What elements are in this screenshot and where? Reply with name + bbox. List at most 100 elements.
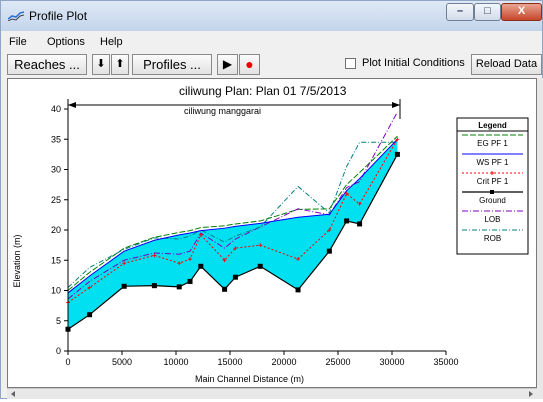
series-line-ws-pf-1 — [67, 138, 398, 294]
maximize-button[interactable]: □ — [474, 3, 501, 21]
scroll-right-icon[interactable] — [529, 391, 533, 397]
ground-marker-1 — [87, 312, 93, 318]
x-axis-label: Main Channel Distance (m) — [195, 374, 304, 384]
y-tick-label-10: 10 — [51, 286, 61, 296]
series-line-eg-pf-1 — [67, 135, 398, 291]
minimize-icon: – — [456, 5, 464, 17]
crit-marker-7 — [222, 258, 227, 263]
up-arrow-button[interactable]: ⬆ — [111, 54, 129, 75]
ground-marker-11 — [326, 248, 332, 254]
crit-marker-3 — [152, 253, 157, 258]
title-bar[interactable]: Profile Plot – □ X — [1, 1, 542, 31]
vertical-scrollbar[interactable] — [537, 78, 543, 399]
crit-marker-5 — [188, 257, 193, 262]
menu-bar: File Options Help — [1, 35, 542, 51]
x-tick-label-25000: 25000 — [325, 357, 350, 367]
crit-marker-9 — [258, 243, 263, 248]
legend-label-eg-pf-1: EG PF 1 — [477, 139, 508, 148]
legend-box — [456, 117, 529, 255]
scroll-arrows — [11, 391, 533, 397]
legend-title: Legend — [478, 121, 507, 130]
legend-label-ws-pf-1: WS PF 1 — [476, 158, 509, 167]
plot-layer — [65, 111, 400, 332]
reaches-button[interactable]: Reaches ... — [7, 54, 87, 75]
profiles-button[interactable]: Profiles ... — [132, 54, 212, 75]
y-tick-label-25: 25 — [51, 195, 61, 205]
horizontal-scrollbar[interactable] — [7, 388, 537, 399]
series-line-lob — [67, 111, 398, 300]
y-axis-label: Elevation (m) — [12, 234, 22, 287]
x-tick-label-20000: 20000 — [271, 357, 296, 367]
series-line-rob — [67, 141, 398, 288]
x-tick-label-0: 0 — [65, 357, 70, 367]
reach-arrow-left-icon — [68, 102, 76, 108]
crit-marker-6 — [198, 232, 203, 237]
plot-initial-conditions-checkbox[interactable] — [345, 58, 356, 69]
ground-marker-3 — [151, 283, 157, 289]
reach-arrow-right-icon — [392, 102, 400, 108]
menu-options[interactable]: Options — [47, 36, 85, 48]
minimize-button[interactable]: – — [446, 3, 474, 21]
y-tick-label-20: 20 — [51, 225, 61, 235]
ground-marker-7 — [222, 286, 228, 292]
profile-chart: ciliwung Plan: Plan 01 7/5/2013 ciliwung… — [12, 84, 529, 384]
down-arrow-button[interactable]: ⬇ — [92, 54, 110, 75]
legend: Legend EG PF 1 WS PF 1 Crit PF 1 Ground LOB R… — [456, 117, 529, 255]
plot-area: ciliwung Plan: Plan 01 7/5/2013 ciliwung… — [7, 78, 537, 388]
legend-marker-ground — [490, 190, 494, 194]
crit-marker-4 — [177, 261, 182, 266]
legend-label-lob: LOB — [484, 215, 500, 224]
crit-marker-11 — [327, 228, 332, 232]
ground-marker-13 — [357, 221, 363, 227]
toolbar: Reaches ... ⬇ ⬆ Profiles ... ▶ ● Plot In… — [1, 53, 542, 77]
crit-marker-13 — [357, 201, 362, 206]
ground-marker-2 — [121, 283, 127, 289]
series-line-crit-pf-1 — [67, 138, 398, 304]
menu-help[interactable]: Help — [100, 36, 123, 48]
x-tick-label-35000: 35000 — [433, 357, 458, 367]
legend-label-ground: Ground — [479, 196, 506, 205]
ground-marker-14 — [394, 151, 400, 157]
x-tick-label-5000: 5000 — [112, 357, 132, 367]
ground-marker-6 — [198, 263, 204, 269]
menu-file[interactable]: File — [9, 36, 27, 48]
crit-marker-14 — [395, 137, 400, 142]
legend-label-crit-pf-1: Crit PF 1 — [477, 177, 509, 186]
reach-annotation: ciliwung manggarai — [184, 106, 261, 116]
plot-initial-conditions-label: Plot Initial Conditions — [362, 57, 465, 69]
close-icon: X — [517, 5, 526, 17]
crit-marker-12 — [344, 191, 349, 196]
x-tick-label-30000: 30000 — [379, 357, 404, 367]
record-button[interactable]: ● — [239, 54, 260, 75]
ground-marker-10 — [295, 287, 301, 293]
ground-marker-4 — [176, 284, 182, 290]
crit-marker-8 — [233, 246, 238, 251]
crit-marker-2 — [122, 261, 127, 266]
crit-marker-10 — [296, 257, 301, 262]
y-tick-label-15: 15 — [51, 255, 61, 265]
chart-title: ciliwung Plan: Plan 01 7/5/2013 — [179, 84, 347, 98]
legend-marker-crit — [490, 171, 494, 175]
close-button[interactable]: X — [501, 3, 542, 21]
crit-marker-1 — [87, 285, 92, 290]
x-tick-label-10000: 10000 — [163, 357, 188, 367]
y-tick-label-0: 0 — [56, 346, 61, 356]
ground-marker-5 — [187, 278, 193, 284]
y-tick-label-40: 40 — [51, 104, 61, 114]
ground-marker-9 — [257, 263, 263, 269]
axes-layer: 0 5 10 15 20 25 30 35 40 0 5000 10000 15000 20000 2500… — [51, 104, 459, 367]
reload-data-button[interactable]: Reload Data — [471, 54, 542, 75]
scroll-left-icon[interactable] — [11, 391, 15, 397]
maximize-icon: □ — [484, 5, 491, 17]
ground-marker-8 — [232, 274, 238, 280]
window-title: Profile Plot — [29, 9, 88, 23]
y-tick-label-30: 30 — [51, 165, 61, 175]
play-button[interactable]: ▶ — [217, 54, 238, 75]
ground-marker-12 — [344, 218, 350, 224]
water-surface-fill — [68, 139, 398, 330]
legend-label-rob: ROB — [484, 234, 501, 243]
x-tick-label-15000: 15000 — [217, 357, 242, 367]
y-tick-label-35: 35 — [51, 134, 61, 144]
y-tick-label-5: 5 — [56, 316, 61, 326]
